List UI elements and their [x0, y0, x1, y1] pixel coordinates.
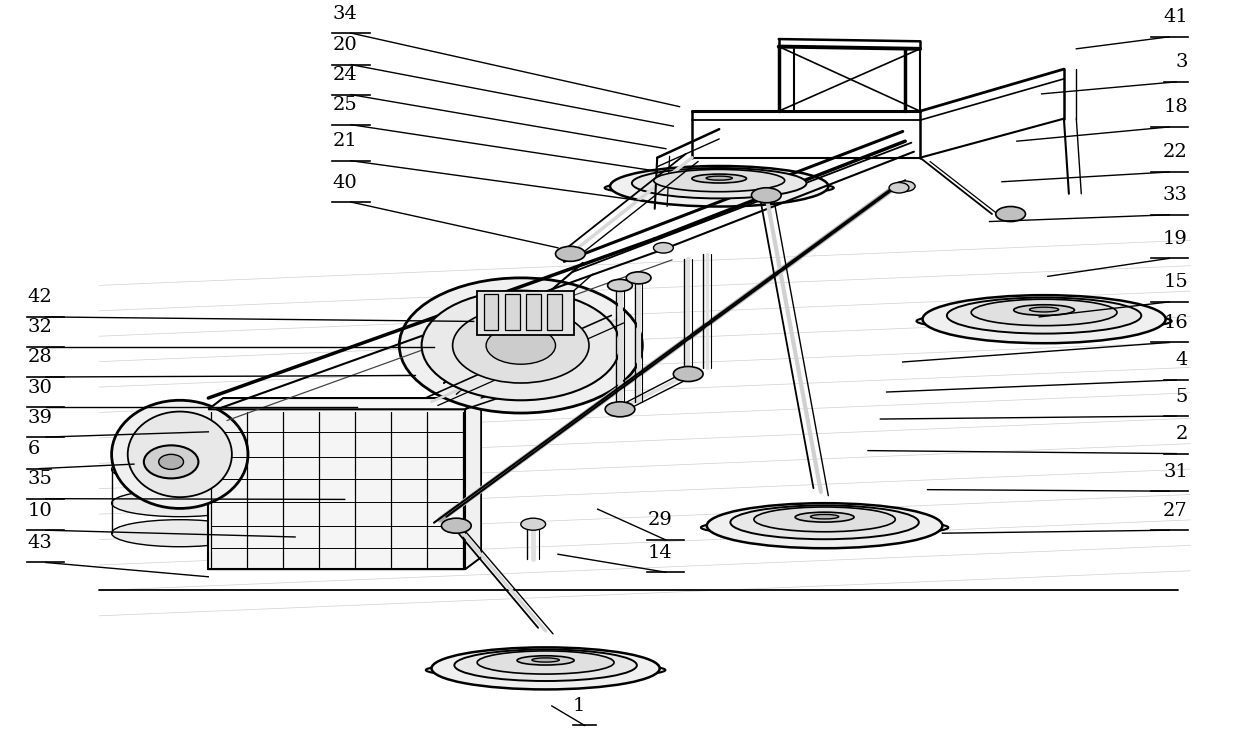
Polygon shape	[208, 557, 481, 569]
Ellipse shape	[112, 400, 248, 508]
Ellipse shape	[653, 243, 673, 253]
Polygon shape	[208, 398, 481, 409]
Bar	[526, 294, 541, 330]
Text: 27: 27	[1163, 502, 1188, 520]
Ellipse shape	[653, 170, 785, 192]
Ellipse shape	[795, 512, 854, 522]
Text: 15: 15	[1163, 273, 1188, 291]
Text: 16: 16	[1163, 314, 1188, 332]
Text: 19: 19	[1163, 230, 1188, 248]
Text: 30: 30	[27, 379, 52, 397]
Bar	[208, 409, 465, 569]
Polygon shape	[465, 398, 481, 569]
Ellipse shape	[477, 651, 614, 674]
Text: 35: 35	[27, 470, 52, 488]
Ellipse shape	[706, 176, 733, 180]
Ellipse shape	[517, 656, 574, 665]
Ellipse shape	[432, 647, 660, 689]
Text: 29: 29	[647, 511, 672, 529]
Text: 33: 33	[1163, 186, 1188, 204]
Text: 14: 14	[647, 544, 672, 562]
Text: 40: 40	[332, 173, 357, 192]
Text: 21: 21	[332, 132, 357, 150]
Ellipse shape	[532, 658, 559, 662]
Ellipse shape	[112, 490, 248, 517]
Bar	[505, 294, 520, 330]
Bar	[484, 294, 498, 330]
Text: 22: 22	[1163, 143, 1188, 161]
Text: 24: 24	[332, 66, 357, 84]
Text: 43: 43	[27, 534, 52, 552]
Ellipse shape	[425, 662, 666, 678]
Ellipse shape	[453, 308, 589, 383]
Ellipse shape	[632, 168, 806, 198]
Text: 25: 25	[332, 96, 357, 114]
Ellipse shape	[608, 279, 632, 291]
Ellipse shape	[605, 180, 833, 195]
Ellipse shape	[996, 207, 1025, 222]
Text: 20: 20	[332, 36, 357, 54]
Ellipse shape	[605, 402, 635, 417]
Ellipse shape	[692, 174, 746, 183]
Text: 28: 28	[27, 348, 52, 366]
Ellipse shape	[486, 327, 556, 364]
Ellipse shape	[707, 503, 942, 548]
Ellipse shape	[895, 181, 915, 192]
Text: 34: 34	[332, 5, 357, 23]
Ellipse shape	[971, 299, 1117, 326]
Ellipse shape	[701, 519, 949, 536]
Ellipse shape	[610, 166, 828, 207]
Ellipse shape	[1029, 307, 1059, 312]
Ellipse shape	[128, 412, 232, 497]
Ellipse shape	[159, 454, 184, 469]
Ellipse shape	[399, 278, 642, 413]
Bar	[547, 294, 562, 330]
Text: 18: 18	[1163, 98, 1188, 116]
Ellipse shape	[422, 291, 620, 400]
Ellipse shape	[673, 366, 703, 382]
Text: 42: 42	[27, 288, 52, 306]
Ellipse shape	[730, 505, 919, 539]
Text: 2: 2	[1176, 425, 1188, 443]
Text: 31: 31	[1163, 463, 1188, 481]
Ellipse shape	[916, 312, 1172, 330]
Ellipse shape	[811, 514, 838, 519]
Ellipse shape	[112, 456, 248, 483]
Bar	[477, 291, 574, 335]
Ellipse shape	[1013, 305, 1074, 315]
Text: 39: 39	[27, 409, 52, 427]
Text: 32: 32	[27, 318, 52, 336]
Text: 5: 5	[1176, 388, 1188, 406]
Ellipse shape	[947, 297, 1141, 333]
Ellipse shape	[521, 518, 546, 530]
Ellipse shape	[454, 650, 637, 681]
Ellipse shape	[626, 272, 651, 284]
Ellipse shape	[889, 182, 909, 193]
Ellipse shape	[441, 518, 471, 533]
Ellipse shape	[144, 445, 198, 478]
Text: 3: 3	[1176, 53, 1188, 71]
Ellipse shape	[923, 295, 1166, 343]
Ellipse shape	[556, 246, 585, 261]
Ellipse shape	[112, 520, 248, 547]
Text: 6: 6	[27, 440, 40, 458]
Ellipse shape	[751, 188, 781, 203]
Ellipse shape	[754, 507, 895, 532]
Text: 10: 10	[27, 502, 52, 520]
Text: 41: 41	[1163, 8, 1188, 26]
Text: 4: 4	[1176, 351, 1188, 369]
Text: 1: 1	[573, 697, 585, 715]
